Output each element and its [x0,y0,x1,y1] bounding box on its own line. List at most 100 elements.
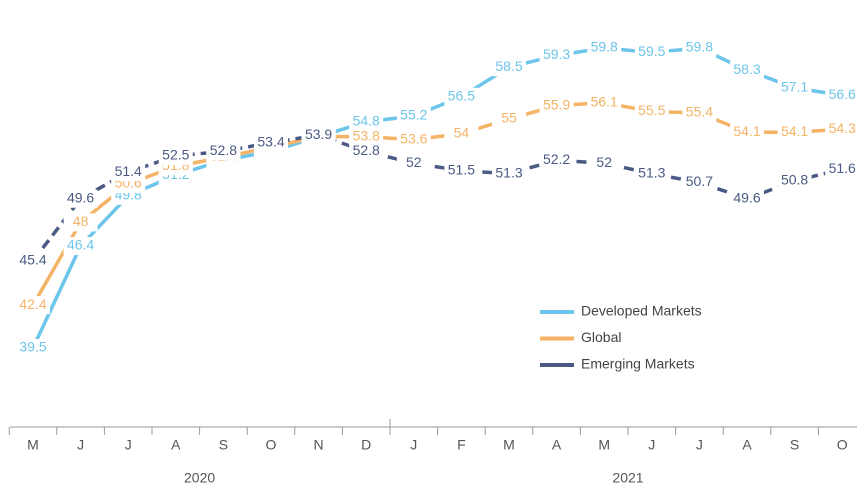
label-bg [444,161,479,180]
x-tick-label: A [742,437,752,453]
label-bg [825,160,857,179]
x-tick-label: M [27,437,39,453]
legend-label: Emerging Markets [581,356,695,372]
x-group-label: 2020 [184,470,215,486]
x-tick-label: J [696,437,703,453]
x-tick-label: M [503,437,515,453]
label-bg [63,189,98,208]
x-tick-label: J [77,437,84,453]
label-bg [349,142,384,161]
x-tick-label: J [648,437,655,453]
label-bg [730,189,764,208]
label-bg [730,61,764,80]
data-label: 52 [406,154,422,170]
x-tick-label: A [171,437,181,453]
label-bg [492,109,526,128]
data-label: 53.9 [305,126,332,142]
label-bg [349,127,384,146]
data-label: 49.6 [733,189,760,205]
data-label: 53.8 [353,127,380,143]
label-bg [111,163,146,182]
label-bg [444,87,479,106]
data-label: 52.5 [162,147,189,163]
label-bg [682,173,717,192]
data-label: 51.6 [829,160,856,176]
label-bg [634,164,669,183]
x-tick-label: J [125,437,132,453]
label-bg [777,172,812,191]
label-bg [158,146,193,165]
data-label: 54.3 [829,120,856,136]
series-line [31,100,843,307]
data-label: 52.2 [543,151,570,167]
data-label: 52.8 [210,142,237,158]
label-bg [349,112,384,131]
data-label: 58.5 [495,58,522,74]
data-label: 54.8 [353,113,380,129]
data-label: 51.3 [638,164,665,180]
x-tick-label: S [219,437,228,453]
data-label: 55.9 [543,96,570,112]
label-bg [587,93,622,112]
x-tick-label: O [837,437,848,453]
data-label: 50.7 [686,173,713,189]
data-label: 50.8 [781,172,808,188]
x-tick-label: N [314,437,324,453]
label-bg [539,96,574,115]
data-label: 59.8 [686,39,713,55]
label-bg [634,43,669,62]
data-label: 53.4 [257,133,284,149]
label-bg [396,154,431,173]
label-bg [301,126,336,145]
x-tick-label: M [598,437,610,453]
label-bg [682,39,717,57]
data-label: 51.5 [448,161,475,177]
labels: 39.546.449.851.252.252.853.854.855.256.5… [16,39,857,357]
data-label: 55.4 [686,104,713,120]
data-label: 56.5 [448,87,475,103]
label-bg [396,106,431,125]
label-bg [825,86,857,105]
data-label: 49.6 [67,189,94,205]
data-label: 54.1 [781,123,808,139]
label-bg [16,251,50,270]
legend-label: Developed Markets [581,303,702,319]
label-bg [16,296,50,315]
data-label: 59.8 [591,39,618,55]
label-bg [825,120,857,139]
data-label: 54 [454,124,470,140]
x-tick-label: J [410,437,417,453]
legend-label: Global [581,329,621,345]
data-label: 55.2 [400,107,427,123]
data-label: 55.5 [638,102,665,118]
x-tick-label: D [361,437,371,453]
data-label: 46.4 [67,237,94,253]
label-bg [492,58,526,77]
label-bg [539,46,574,65]
data-label: 39.5 [19,339,46,355]
label-bg [444,124,479,143]
data-label: 56.6 [829,86,856,102]
label-bg [777,78,812,97]
x-tick-label: S [790,437,799,453]
data-label: 59.3 [543,46,570,62]
x-group-label: 2021 [612,470,643,486]
data-label: 51.3 [495,164,522,180]
label-bg [206,142,241,161]
data-label: 48 [73,213,89,229]
label-bg [587,39,622,57]
series-line [31,133,843,262]
data-label: 45.4 [19,252,46,268]
label-bg [730,123,764,142]
data-label: 59.5 [638,43,665,59]
label-bg [682,104,717,123]
label-bg [492,164,526,183]
data-label: 53.6 [400,130,427,146]
label-bg [63,237,98,256]
lines [31,46,843,349]
data-label: 57.1 [781,79,808,95]
label-bg [16,339,50,357]
data-label: 51.4 [115,163,142,179]
series-line [31,46,843,349]
